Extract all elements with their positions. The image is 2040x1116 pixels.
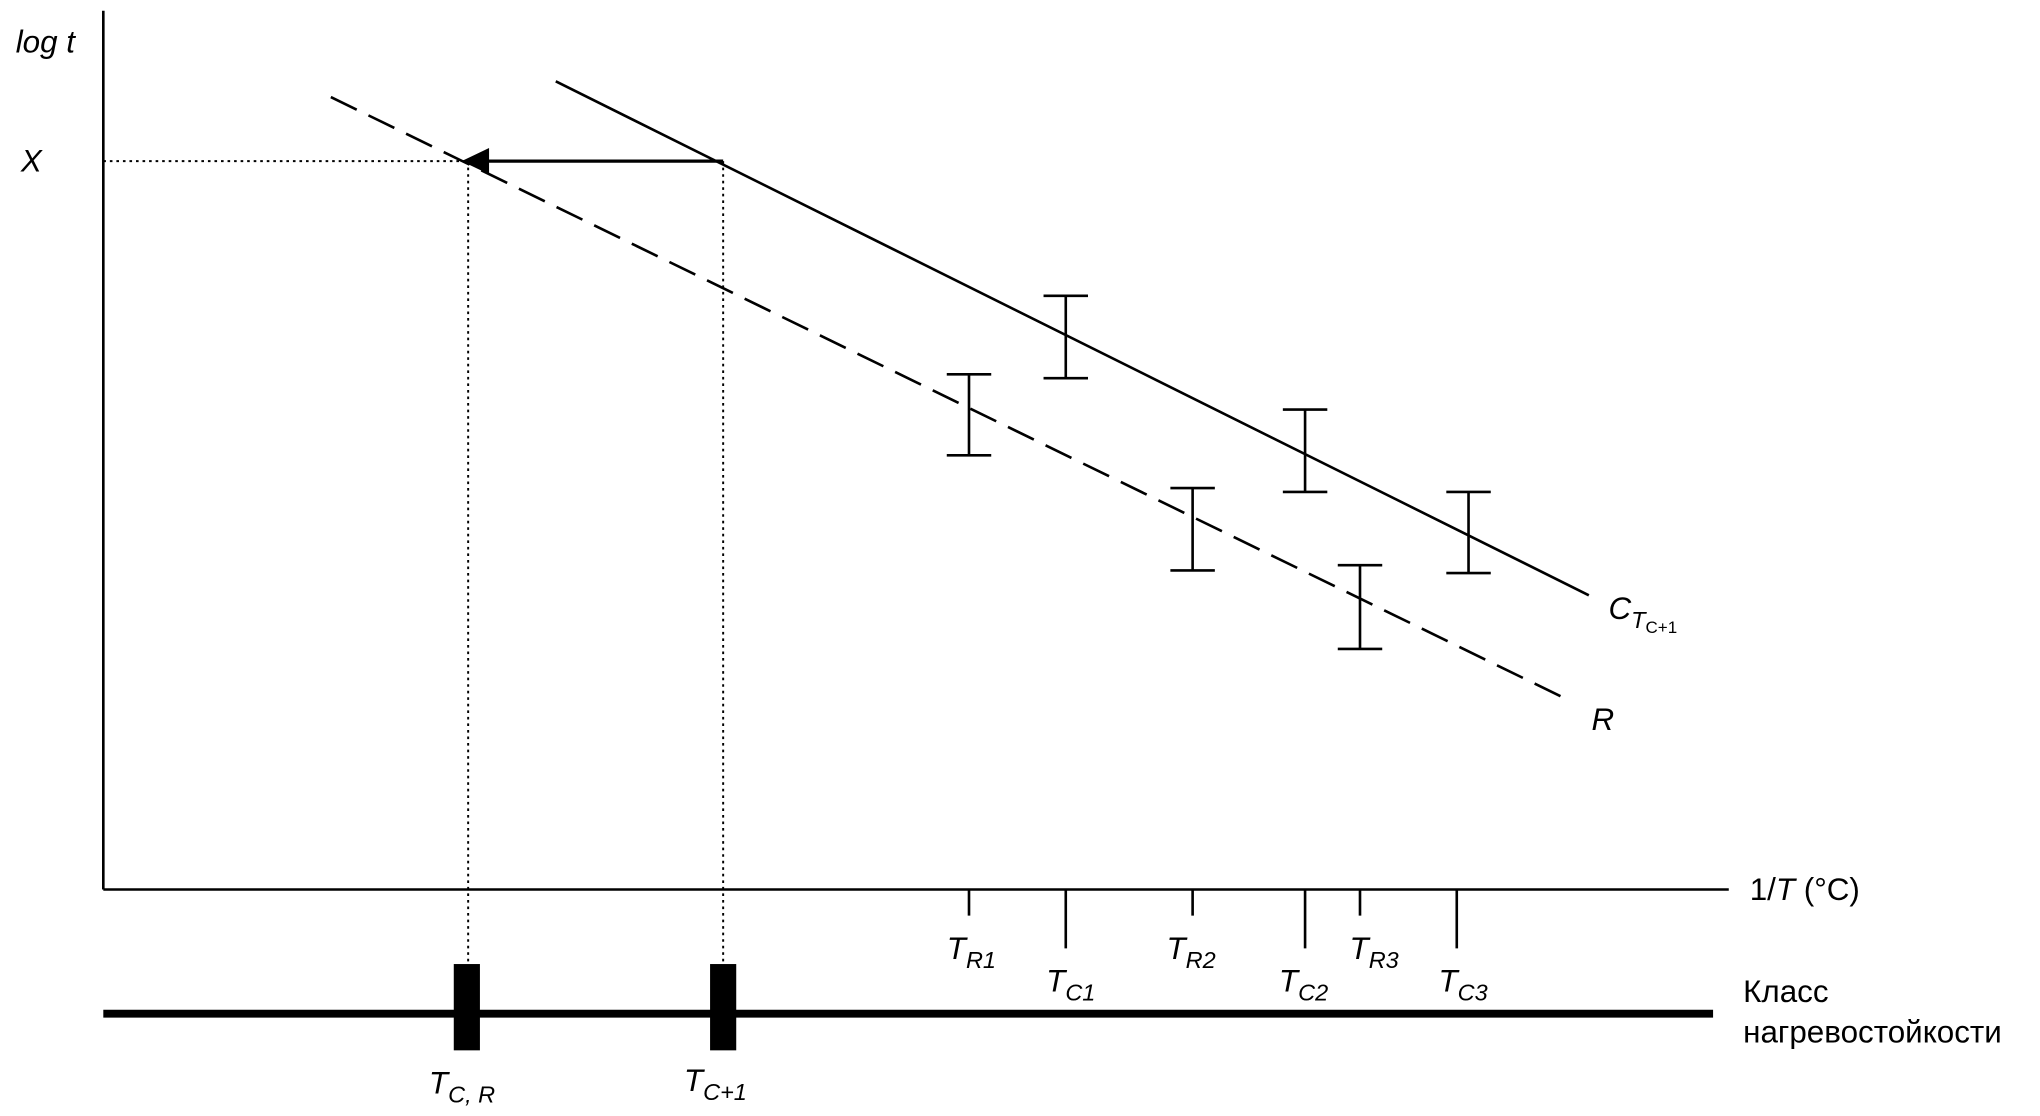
tick-label-sub: C3 — [1458, 980, 1488, 1006]
tick-label: TR3 — [1350, 931, 1399, 973]
error-bars — [946, 294, 1491, 651]
line-label: R — [1591, 702, 1614, 737]
line-label-part: C — [1608, 591, 1631, 626]
x-axis-label-part: (°C) — [1795, 872, 1860, 907]
line-c — [555, 80, 1590, 597]
tick-label-main: T — [429, 1066, 451, 1101]
tick-label-main: T — [1438, 964, 1460, 999]
arrow-head — [461, 148, 490, 175]
tick-label: TC2 — [1279, 964, 1328, 1006]
tick-label-main: T — [1046, 964, 1068, 999]
tick-label-sub: R3 — [1369, 947, 1399, 973]
tick-label: TC, R — [429, 1066, 495, 1108]
tick-label: TR2 — [1166, 931, 1215, 973]
tick-label: TR1 — [947, 931, 996, 973]
x-axis-label: 1/T (°C) — [1750, 872, 1860, 907]
tick-label: TC1 — [1046, 964, 1095, 1006]
tick-label-main: T — [684, 1063, 706, 1098]
x-tick-marks — [967, 889, 1459, 949]
tick-label: TC3 — [1438, 964, 1487, 1006]
tick-label-sub: R1 — [966, 947, 996, 973]
tick-label-main: T — [1279, 964, 1301, 999]
x-axis-label-part: 1/ — [1750, 872, 1776, 907]
tick-label-sub: C2 — [1298, 980, 1328, 1006]
tick-label-main: T — [1350, 931, 1372, 966]
tick-label-sub: R2 — [1186, 947, 1216, 973]
y-mark-label: X — [20, 144, 43, 179]
tick-label-sub: C1 — [1065, 980, 1095, 1006]
tick-label-main: T — [1166, 931, 1188, 966]
tick-label-sub: C, R — [448, 1082, 495, 1108]
class-mark — [710, 964, 737, 1051]
line-label-part: T — [1631, 607, 1647, 633]
y-axis-label: log t — [16, 25, 77, 60]
x-axis-label-part: T — [1776, 872, 1798, 907]
drawing — [102, 10, 1729, 1051]
tick-label-main: T — [947, 931, 969, 966]
line-label-part: C+1 — [1646, 618, 1678, 637]
line-label: CTC+1 — [1608, 591, 1677, 637]
class-label: Класс — [1743, 974, 1828, 1009]
class-label: нагревостойкости — [1743, 1014, 2002, 1049]
tick-label-sub: C+1 — [703, 1079, 747, 1105]
class-mark — [453, 964, 480, 1051]
line-r — [330, 95, 1564, 699]
tick-label: TC+1 — [684, 1063, 747, 1105]
